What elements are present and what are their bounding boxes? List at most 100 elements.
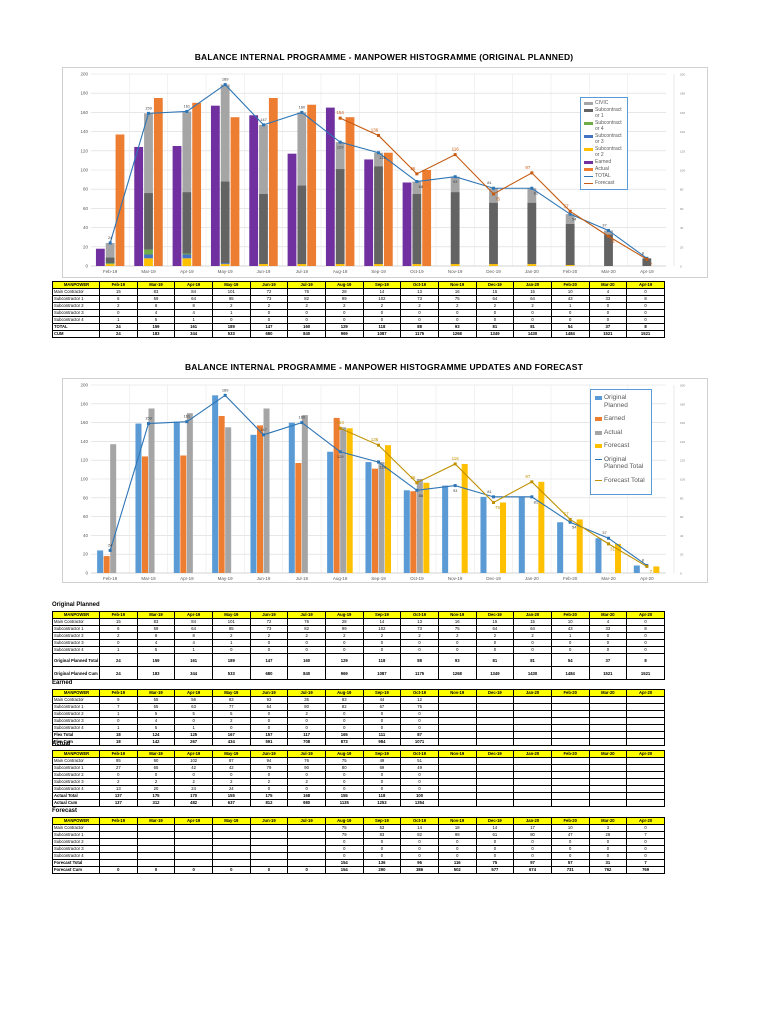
table-cell bbox=[287, 824, 326, 832]
x-tick-label: Dec-19 bbox=[486, 576, 501, 581]
forecast-bar bbox=[461, 463, 468, 573]
y-tick-label: 60 bbox=[83, 206, 89, 211]
table-cell: 165 bbox=[324, 731, 364, 739]
y-tick-label: 80 bbox=[83, 495, 89, 500]
table-cell: 1430 bbox=[513, 666, 552, 680]
legend-forecast: Forecast bbox=[584, 180, 624, 186]
legend-actual: Actual bbox=[584, 166, 624, 172]
table-cell: 64 bbox=[249, 703, 289, 711]
table-cell bbox=[475, 703, 515, 711]
table-cell: 1 bbox=[174, 646, 213, 654]
table-cell bbox=[550, 696, 590, 704]
table-cell bbox=[99, 852, 138, 860]
column-header: Jul-19 bbox=[287, 689, 326, 697]
forecast-total-data-label: 31 bbox=[610, 546, 616, 551]
total-data-label: 24 bbox=[108, 235, 113, 240]
original-planned-total-data-label: 93 bbox=[453, 488, 458, 493]
row-label: Subcontractor 4 bbox=[52, 852, 100, 860]
table-cell: 0 bbox=[136, 771, 176, 779]
original-planned-total-marker bbox=[377, 460, 380, 464]
column-header: Dec-19 bbox=[475, 817, 515, 825]
table-cell: 183 bbox=[136, 666, 176, 680]
table-cell: 0 bbox=[174, 771, 213, 779]
legend-subcontractor-4: Subcontract or 4 bbox=[584, 120, 624, 132]
table-cell: 129 bbox=[324, 653, 364, 667]
table-cell: 81 bbox=[513, 323, 552, 331]
planned-stack-segment bbox=[489, 264, 498, 266]
table-cell bbox=[174, 859, 213, 867]
table-cell: 76 bbox=[287, 618, 326, 626]
table-row: Actual Total 137 175 170 155 175 168 155 118 100 bbox=[52, 792, 665, 800]
y-tick-label: 0 bbox=[85, 571, 88, 576]
actual-table: MANPOWER Feb-19 Mar-19 Apr-19 May-19 Jun-19 Ju… bbox=[52, 750, 665, 807]
table-cell: 1349 bbox=[475, 666, 515, 680]
table-cell: 118 bbox=[362, 323, 402, 331]
original-planned-total-marker bbox=[223, 393, 227, 397]
table-cell bbox=[588, 785, 628, 793]
table-cell: 0 bbox=[626, 639, 665, 647]
table-cell: 14 bbox=[362, 288, 402, 296]
table-cell: 0 bbox=[362, 309, 402, 317]
table-cell: 0 bbox=[324, 316, 364, 324]
table-cell: 137 bbox=[99, 792, 138, 800]
table-cell: 2 bbox=[400, 302, 439, 310]
table-cell bbox=[550, 703, 590, 711]
total-data-label: 159 bbox=[145, 105, 152, 110]
table-cell bbox=[626, 771, 665, 779]
table-cell bbox=[174, 852, 213, 860]
column-header: Nov-19 bbox=[437, 611, 477, 619]
column-header: Apr-20 bbox=[626, 689, 665, 697]
table-cell: 873 bbox=[324, 738, 364, 746]
table-cell: 0 bbox=[324, 852, 364, 860]
table-cell: 14 bbox=[475, 824, 515, 832]
table-cell: 1521 bbox=[626, 330, 665, 338]
column-header: MANPOWER bbox=[52, 281, 100, 289]
table-cell: 155 bbox=[211, 792, 251, 800]
table-cell: 90 bbox=[136, 757, 176, 765]
planned-stack-segment bbox=[182, 192, 192, 254]
table-cell: 20 bbox=[136, 785, 176, 793]
forecast-data-label: 96 bbox=[410, 166, 416, 171]
table-cell: 8 bbox=[626, 295, 665, 303]
table-cell: 2 bbox=[211, 778, 251, 786]
forecast-total-data-label: 97 bbox=[525, 474, 531, 479]
table-cell: 64 bbox=[475, 295, 515, 303]
original-planned-bar bbox=[480, 496, 487, 573]
table-cell bbox=[437, 785, 477, 793]
x-tick-label: Apr-19 bbox=[180, 269, 194, 274]
column-header: Mar-20 bbox=[588, 750, 628, 758]
table-cell: 2 bbox=[287, 778, 326, 786]
table-cell: 14 bbox=[362, 618, 402, 626]
x-tick-label: Dec-19 bbox=[486, 269, 501, 274]
column-header: Jun-19 bbox=[249, 611, 289, 619]
table-cell: 0 bbox=[362, 639, 402, 647]
table-cell: 0 bbox=[362, 852, 402, 860]
table-header-row: MANPOWER Feb-19 Mar-19 Apr-19 May-19 Jun-19 Ju… bbox=[52, 611, 665, 619]
table-header-row: MANPOWER Feb-19 Mar-19 Apr-19 May-19 Jun-19 Ju… bbox=[52, 817, 665, 825]
column-header: Sep-19 bbox=[362, 611, 402, 619]
column-header: Mar-20 bbox=[588, 817, 628, 825]
y-tick-label: 80 bbox=[83, 187, 89, 192]
actual-bar bbox=[345, 117, 355, 266]
table-cell: 93 bbox=[437, 323, 477, 331]
table-cell: 82 bbox=[287, 625, 326, 633]
actual-bar bbox=[268, 98, 278, 266]
table-cell bbox=[437, 710, 477, 718]
table-cell bbox=[550, 710, 590, 718]
y-tick-label: 140 bbox=[80, 439, 88, 444]
row-label: Subcontractor 3 bbox=[52, 845, 100, 853]
x-tick-label: Mar-19 bbox=[141, 576, 156, 581]
table-cell bbox=[211, 824, 251, 832]
table-cell: 124 bbox=[136, 731, 176, 739]
planned-stack-segment bbox=[412, 194, 422, 265]
table-cell: 0 bbox=[324, 838, 364, 846]
table-cell: 2 bbox=[99, 302, 138, 310]
table-cell: 72 bbox=[249, 618, 289, 626]
table-cell bbox=[550, 717, 590, 725]
y-tick-label: 160 bbox=[80, 420, 88, 425]
total-marker bbox=[492, 186, 495, 190]
table-cell: 2 bbox=[211, 302, 251, 310]
column-header: Jan-20 bbox=[513, 611, 552, 619]
y-tick-label: 40 bbox=[83, 225, 89, 230]
